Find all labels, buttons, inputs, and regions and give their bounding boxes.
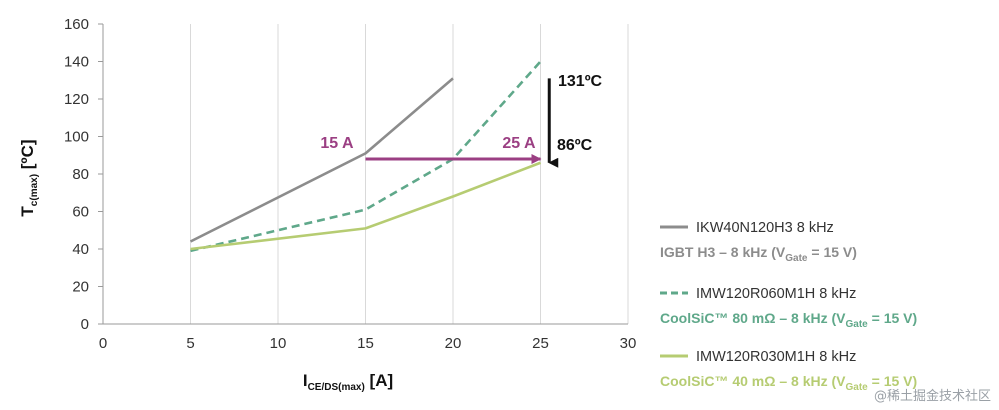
axes <box>98 23 628 325</box>
y-axis-label: Tc(max) [ºC] <box>18 139 40 216</box>
watermark: @稀土掘金技术社区 <box>873 389 991 404</box>
y-tick-label-40: 40 <box>72 241 89 258</box>
x-tick-label-5: 5 <box>186 335 194 352</box>
x-tick-label-20: 20 <box>445 335 462 352</box>
series-lines <box>189 60 542 253</box>
legend-label-3: IMW120R030M1H 8 kHz <box>696 349 856 365</box>
tick-labels: 0 5 10 15 20 25 30 0 20 40 60 80 100 120 140 160 <box>64 16 636 352</box>
annotations: 15 A 25 A 131ºC 86ºC <box>320 73 603 168</box>
x-tick-label-0: 0 <box>99 335 107 352</box>
series-line-3 <box>190 161 541 251</box>
y-tick-label-80: 80 <box>72 166 89 183</box>
y-tick-label-60: 60 <box>72 204 89 221</box>
series-line-1 <box>189 77 454 243</box>
label-25a: 25 A <box>502 135 536 152</box>
label-15a: 15 A <box>320 135 354 152</box>
y-tick-label-140: 140 <box>64 54 89 71</box>
grid-lines <box>102 24 629 324</box>
y-tick-label-120: 120 <box>64 91 89 108</box>
y-tick-label-20: 20 <box>72 279 89 296</box>
legend-label-2: IMW120R060M1H 8 kHz <box>696 286 856 302</box>
y-tick-label-100: 100 <box>64 129 89 146</box>
legend-subtitle-3: CoolSiC™ 40 mΩ – 8 kHz (VGate = 15 V) <box>660 373 917 393</box>
x-tick-label-10: 10 <box>270 335 287 352</box>
y-tick-label-0: 0 <box>81 316 89 333</box>
y-tick-label-160: 160 <box>64 16 89 33</box>
legend-label-1: IKW40N120H3 8 kHz <box>696 220 834 236</box>
x-axis-label: ICE/DS(max) [A] <box>303 371 393 393</box>
legend-subtitle-1: IGBT H3 – 8 kHz (VGate = 15 V) <box>660 244 857 264</box>
x-tick-label-15: 15 <box>357 335 374 352</box>
label-86c: 86ºC <box>557 137 593 154</box>
x-tick-label-25: 25 <box>532 335 549 352</box>
legend: IKW40N120H3 8 kHz IGBT H3 – 8 kHz (VGate … <box>660 220 917 393</box>
x-tick-label-30: 30 <box>620 335 637 352</box>
legend-subtitle-2: CoolSiC™ 80 mΩ – 8 kHz (VGate = 15 V) <box>660 310 917 330</box>
label-131c: 131ºC <box>558 73 603 90</box>
